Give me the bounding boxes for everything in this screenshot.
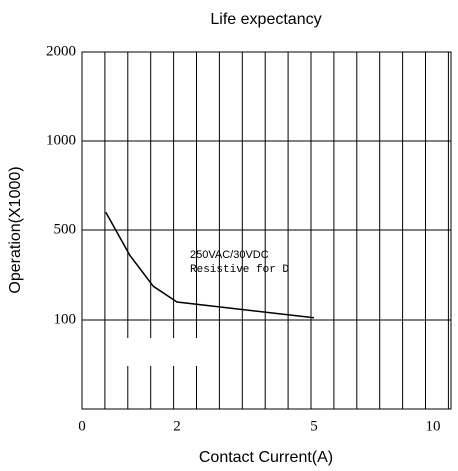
annotation: 250VAC/30VDC [190, 249, 269, 261]
x-tick-label: 2 [173, 418, 181, 434]
chart-title: Life expectancy [210, 11, 321, 28]
y-tick-label: 100 [54, 311, 77, 327]
y-tick-label: 1000 [46, 132, 76, 148]
x-axis-label: Contact Current(A) [199, 449, 333, 466]
x-tick-label: 0 [78, 418, 86, 434]
y-axis-label: Operation(X1000) [7, 166, 24, 293]
grid-gap [122, 338, 204, 366]
x-tick-label: 10 [426, 418, 441, 434]
y-tick-label: 500 [54, 221, 77, 237]
x-tick-label: 5 [310, 418, 318, 434]
data-line [105, 211, 315, 319]
annotation: Resistive for D [190, 264, 289, 276]
y-tick-label: 2000 [46, 43, 76, 59]
